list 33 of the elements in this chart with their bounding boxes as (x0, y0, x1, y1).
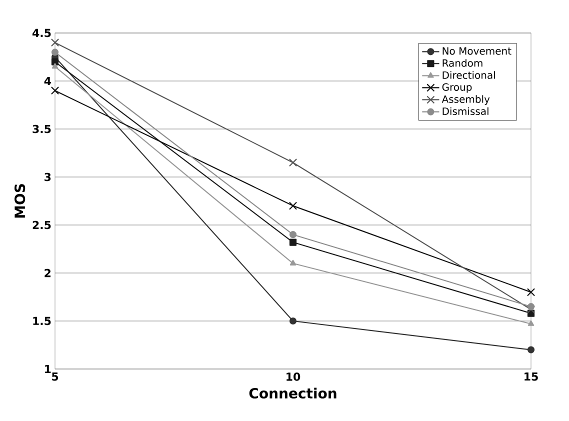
point (526, 288, 536, 296)
point (50, 38, 60, 47)
y-tick-label: 2 (44, 268, 51, 278)
legend-label: Directional (442, 71, 495, 79)
y-tick-label: 3 (44, 172, 51, 182)
y-tick-label: 1 (45, 364, 51, 374)
point (288, 202, 298, 210)
y-tick-label: 2.5 (32, 220, 51, 230)
y-tick-label: 4 (44, 76, 51, 86)
x-tick-label: 5 (52, 372, 58, 381)
point (51, 48, 59, 56)
x-tick-label: 10 (286, 372, 300, 381)
x-axis-title: Connection (249, 388, 336, 399)
y-tick-label: 1.5 (33, 316, 51, 326)
y-axis-title: MOS (14, 184, 26, 218)
legend-label: Assembly (442, 95, 490, 105)
point (52, 63, 58, 69)
point (288, 158, 298, 167)
point (527, 346, 535, 354)
legend-label: Random (442, 59, 482, 67)
legend-label: Group (442, 83, 472, 93)
point (528, 320, 534, 326)
x-tick-label: 15 (524, 372, 538, 381)
point (527, 303, 535, 310)
y-tick-label: 3.5 (32, 124, 51, 134)
point (50, 86, 60, 95)
point (289, 317, 297, 325)
legend-label: No Movement (442, 47, 512, 55)
y-tick-label: 4.5 (32, 28, 51, 38)
point (289, 238, 297, 246)
point (290, 260, 296, 266)
legend-label: Dismissal (442, 107, 488, 116)
point (289, 231, 297, 238)
